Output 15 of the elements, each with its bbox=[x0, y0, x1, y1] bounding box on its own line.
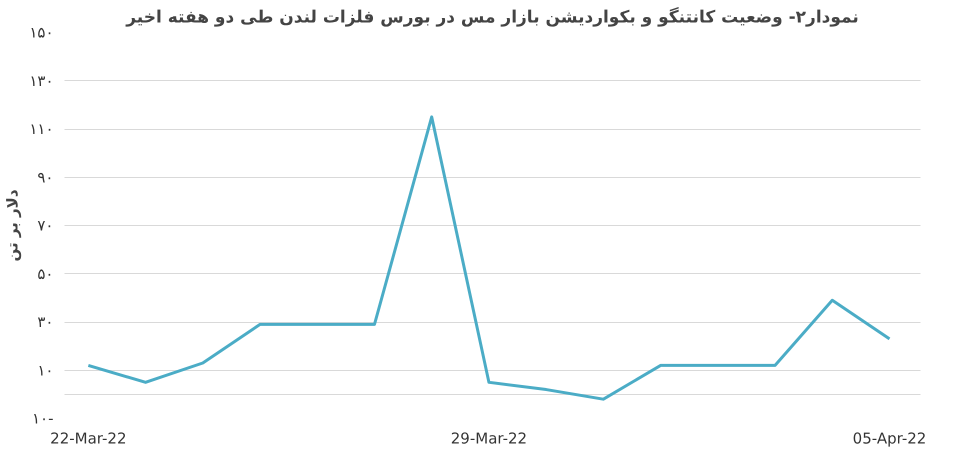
y-axis-title: دلار بر تن bbox=[3, 189, 22, 262]
y-tick-label: ۱۳۰ bbox=[29, 72, 54, 90]
y-tick-label: ۳۰ bbox=[37, 313, 54, 331]
y-tick-label: ۱۰ bbox=[37, 361, 54, 380]
y-tick-label: ۵۰ bbox=[37, 264, 54, 283]
line-series bbox=[86, 115, 892, 401]
y-tick-label: ۷۰ bbox=[37, 216, 54, 234]
x-tick-label: 29-Mar-22 bbox=[450, 430, 528, 448]
chart-title: نمودار۲- وضعیت کانتنگو و بکواردیشن بازار مس در بورس فلزات لندن طی دو هفته اخیر bbox=[125, 6, 859, 28]
y-tick-label: ۱۰- bbox=[32, 410, 54, 428]
y-tick-label: ۱۵۰ bbox=[29, 24, 54, 42]
x-tick-label: 05-Apr-22 bbox=[852, 430, 926, 448]
x-tick-label: 22-Mar-22 bbox=[50, 430, 127, 448]
y-tick-label: ۹۰ bbox=[37, 168, 54, 186]
y-tick-label: ۱۱۰ bbox=[29, 120, 54, 138]
